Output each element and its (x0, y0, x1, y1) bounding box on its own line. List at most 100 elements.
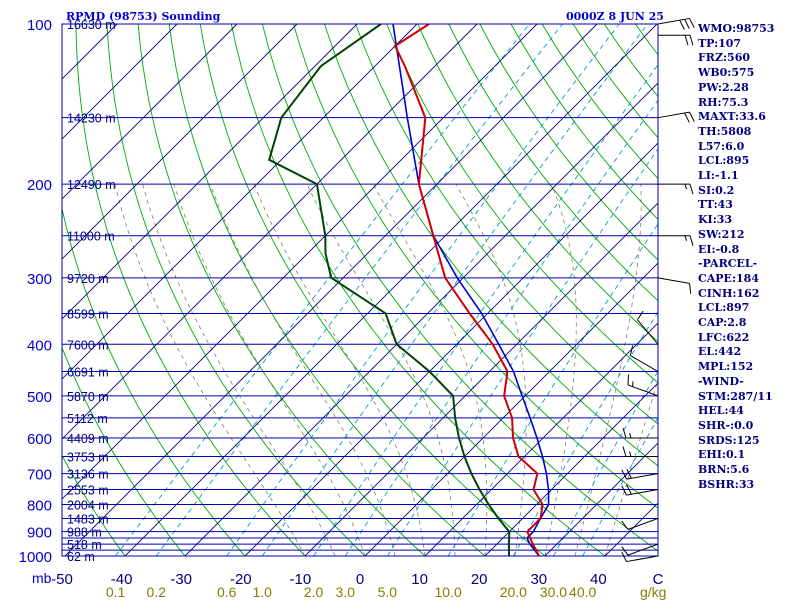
isotherm (184, 82, 658, 556)
dry-adiabat (791, 24, 800, 556)
temperature-tick-label: -40 (111, 571, 133, 588)
temperature-tick-label: 0 (356, 571, 364, 588)
height-label: 518 m (67, 538, 102, 552)
pressure-tick-label: 100 (27, 17, 52, 34)
mixing-ratio-label: 30.0 (540, 584, 567, 600)
pressure-tick-label: 800 (27, 497, 52, 514)
mixing-ratio-label: 10.0 (434, 584, 461, 600)
isotherm (364, 262, 658, 556)
temperature-tick-label: 20 (471, 571, 488, 588)
wind-barb (627, 374, 659, 397)
pressure-tick-label: 400 (27, 337, 52, 354)
dewpoint-trace (268, 24, 511, 556)
dry-adiabat (261, 24, 658, 552)
wind-barb (621, 468, 659, 480)
height-label: 14230 m (67, 112, 116, 126)
mixing-ratio-label: 0.2 (147, 584, 167, 600)
temperature-trace (393, 24, 544, 556)
temperature-tick-label: -20 (230, 571, 252, 588)
pressure-tick-label: 1000 (19, 549, 52, 566)
moist-adiabat (209, 183, 396, 556)
parcel-trace (392, 24, 550, 556)
height-label: 8599 m (67, 307, 109, 321)
height-label: 16630 m (67, 18, 116, 32)
index-line: PW:2.28 (698, 80, 749, 94)
isotherm (62, 24, 538, 500)
height-label: 9720 m (67, 272, 109, 286)
mixing-ratio-label: 1.0 (252, 584, 272, 600)
height-label: 6691 m (67, 366, 109, 380)
moist-adiabat (142, 183, 336, 556)
wind-barb (657, 277, 692, 294)
isotherm (544, 442, 658, 556)
isotherm (62, 24, 358, 320)
index-line: CAPE:184 (698, 271, 759, 285)
mixing-ratio-label: 20.0 (500, 584, 527, 600)
isotherm (244, 142, 658, 556)
index-line: SRDS:125 (698, 433, 760, 447)
mixing-ratio-line (313, 64, 658, 556)
mixing-ratio-line (115, 24, 530, 556)
moist-adiabat (544, 183, 577, 556)
index-line: TT:43 (698, 198, 733, 212)
isotherm (304, 202, 658, 556)
dry-adiabat (230, 24, 606, 556)
wind-barb (629, 345, 659, 372)
moist-adiabat (455, 183, 527, 556)
index-line: SW:212 (698, 227, 745, 241)
dry-adiabat (293, 24, 658, 509)
index-line: HEL:44 (698, 404, 744, 418)
height-label: 7600 m (67, 338, 109, 352)
index-line: L57:6.0 (698, 139, 745, 153)
valid-time: 0000Z 8 JUN 25 (566, 10, 664, 23)
dry-adiabat (199, 24, 546, 556)
height-label: 5112 m (67, 412, 108, 426)
index-line: RH:75.3 (698, 95, 749, 109)
moist-adiabat (253, 183, 426, 556)
isotherm (64, 24, 598, 556)
mixing-ratio-label: 0.1 (106, 584, 126, 600)
temperature-tick-label: 10 (411, 571, 428, 588)
index-line: STM:287/11 (698, 389, 773, 403)
index-line: TP:107 (698, 36, 742, 50)
index-line: MPL:152 (698, 360, 754, 374)
height-label: 4409 m (67, 432, 109, 446)
height-label: 1483 m (67, 512, 109, 526)
index-line: -WIND- (698, 374, 744, 388)
index-line: KI:33 (698, 213, 733, 227)
wind-barb (621, 517, 659, 530)
pressure-tick-label: 900 (27, 525, 52, 542)
wind-barb (621, 552, 659, 563)
index-line: EHI:0.1 (698, 448, 746, 462)
wind-barb (657, 111, 695, 123)
mixing-ratio-label: 2.0 (304, 584, 324, 600)
height-label: 3753 m (67, 450, 109, 464)
isotherm (62, 24, 238, 200)
index-line: EL:442 (698, 345, 742, 359)
mixing-ratio-label: 3.0 (336, 584, 356, 600)
mixing-ratio-line (261, 24, 648, 556)
station-title: RPMD (98753) Sounding (66, 10, 221, 23)
height-label: 62 m (67, 550, 95, 564)
moist-adiabat (306, 183, 456, 556)
height-label: 2004 m (67, 498, 109, 512)
dry-adiabat (168, 24, 486, 556)
isotherm (124, 24, 658, 556)
temperature-tick-label: 30 (530, 571, 547, 588)
height-label: 5870 m (67, 390, 109, 404)
wind-barb (658, 34, 694, 46)
wind-barb (658, 235, 694, 246)
isotherm (62, 24, 178, 140)
wind-barb (621, 484, 659, 496)
pressure-unit-label: mb (32, 570, 52, 586)
isotherm (424, 322, 658, 556)
sounding-indices: WMO:98753 TP:107 FRZ:560 WB0:575 PW:2.28 RH:7… (698, 22, 774, 493)
wind-barb (622, 446, 658, 457)
wind-barb (657, 17, 695, 30)
pressure-tick-label: 300 (27, 271, 52, 288)
moist-adiabat (173, 183, 366, 556)
mixing-ratio-label: 0.6 (217, 584, 237, 600)
index-line: LI:-1.1 (698, 169, 739, 183)
plot-area (62, 24, 800, 556)
